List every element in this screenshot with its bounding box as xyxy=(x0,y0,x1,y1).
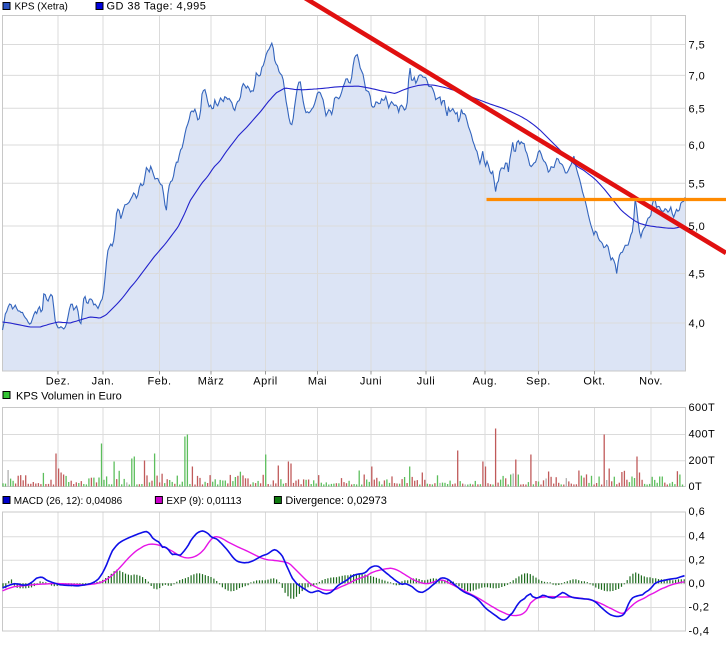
svg-text:KPS (Xetra): KPS (Xetra) xyxy=(15,2,68,13)
svg-text:Jan.: Jan. xyxy=(92,376,115,388)
svg-text:KPS Volumen in Euro: KPS Volumen in Euro xyxy=(16,391,122,403)
svg-text:5,5: 5,5 xyxy=(689,178,706,190)
svg-text:Nov.: Nov. xyxy=(639,376,663,388)
svg-text:Mai: Mai xyxy=(308,376,327,388)
svg-text:EXP (9): 0,01113: EXP (9): 0,01113 xyxy=(166,496,241,507)
svg-text:Aug.: Aug. xyxy=(473,376,498,388)
svg-text:April: April xyxy=(253,376,278,388)
svg-text:GD 38 Tage: 4,995: GD 38 Tage: 4,995 xyxy=(107,1,207,13)
svg-text:-0,2: -0,2 xyxy=(689,602,710,614)
svg-text:600T: 600T xyxy=(689,402,716,414)
svg-text:Juli: Juli xyxy=(417,376,436,388)
svg-text:6,0: 6,0 xyxy=(689,140,706,152)
svg-text:7,5: 7,5 xyxy=(689,40,706,52)
svg-text:Juni: Juni xyxy=(360,376,382,388)
svg-text:-0,4: -0,4 xyxy=(689,625,710,637)
svg-text:Sep.: Sep. xyxy=(526,376,551,388)
svg-text:0T: 0T xyxy=(689,481,703,493)
svg-text:Dez.: Dez. xyxy=(46,376,71,388)
svg-text:Feb.: Feb. xyxy=(147,376,171,388)
svg-text:0,4: 0,4 xyxy=(689,531,706,543)
svg-text:4,5: 4,5 xyxy=(689,269,706,281)
svg-text:MACD (26, 12): 0,04086: MACD (26, 12): 0,04086 xyxy=(14,496,123,507)
svg-text:0,2: 0,2 xyxy=(689,554,706,566)
svg-text:März: März xyxy=(198,376,224,388)
svg-text:0,6: 0,6 xyxy=(689,506,706,518)
svg-text:7,0: 7,0 xyxy=(689,70,706,82)
svg-text:200T: 200T xyxy=(689,455,716,467)
svg-text:6,5: 6,5 xyxy=(689,103,706,115)
svg-text:0,0: 0,0 xyxy=(689,578,706,590)
svg-text:4,0: 4,0 xyxy=(689,318,706,330)
svg-text:400T: 400T xyxy=(689,429,716,441)
svg-text:Okt.: Okt. xyxy=(583,376,605,388)
svg-text:5,0: 5,0 xyxy=(689,221,706,233)
svg-text:Divergence: 0,02973: Divergence: 0,02973 xyxy=(285,495,387,507)
